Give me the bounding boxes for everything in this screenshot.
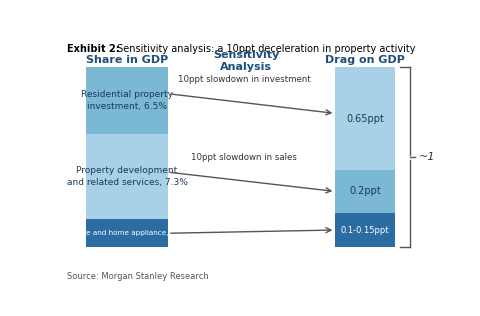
Text: Furniture and home appliance, 1-1.5%: Furniture and home appliance, 1-1.5%	[58, 230, 196, 236]
Bar	[86, 67, 168, 134]
Text: 10ppt slowdown in sales: 10ppt slowdown in sales	[191, 154, 297, 162]
Bar	[335, 67, 395, 170]
Text: Sensitivity analysis: a 10ppt deceleration in property activity: Sensitivity analysis: a 10ppt decelerati…	[114, 44, 415, 54]
Text: 10ppt slowdown in investment: 10ppt slowdown in investment	[178, 75, 311, 84]
Text: Property development
and related services, 7.3%: Property development and related service…	[67, 166, 187, 187]
Text: Residential property
investment, 6.5%: Residential property investment, 6.5%	[81, 90, 173, 111]
Text: Sensitivity
Analysis: Sensitivity Analysis	[213, 50, 279, 72]
Bar	[86, 134, 168, 219]
Bar	[335, 170, 395, 213]
Text: 0.2ppt: 0.2ppt	[349, 186, 381, 197]
Bar	[86, 219, 168, 247]
Text: Share in GDP: Share in GDP	[86, 55, 168, 65]
Text: 0.65ppt: 0.65ppt	[346, 113, 384, 124]
Text: Source: Morgan Stanley Research: Source: Morgan Stanley Research	[67, 271, 209, 281]
Text: Exhibit 2:: Exhibit 2:	[67, 44, 120, 54]
Text: ~1: ~1	[419, 152, 435, 162]
Bar	[335, 213, 395, 247]
Text: 0.1-0.15ppt: 0.1-0.15ppt	[341, 226, 389, 234]
Text: Drag on GDP: Drag on GDP	[325, 55, 405, 65]
